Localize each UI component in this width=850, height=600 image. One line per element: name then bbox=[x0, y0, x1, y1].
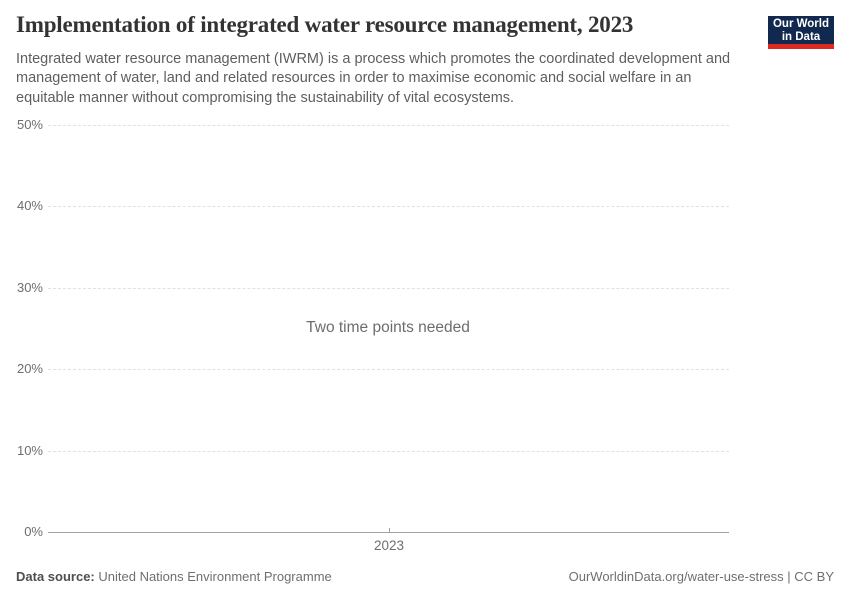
data-source-value: United Nations Environment Programme bbox=[98, 569, 332, 584]
chart-footer: Data source: United Nations Environment … bbox=[16, 569, 834, 584]
y-tick-label: 40% bbox=[16, 198, 43, 214]
owid-logo-accent-bar bbox=[768, 44, 834, 49]
x-axis-line bbox=[48, 532, 729, 533]
y-gridline bbox=[48, 287, 729, 289]
y-gridline bbox=[48, 369, 729, 371]
chart-subtitle: Integrated water resource management (IW… bbox=[16, 51, 731, 106]
page-title: Implementation of integrated water resou… bbox=[16, 12, 634, 37]
y-tick-label: 30% bbox=[16, 279, 43, 295]
data-source-label: Data source: bbox=[16, 569, 95, 584]
owid-logo[interactable]: Our World in Data bbox=[768, 16, 834, 49]
x-tick-label: 2023 bbox=[373, 538, 405, 553]
y-tick-label: 20% bbox=[16, 361, 43, 377]
owid-logo-text: Our World in Data bbox=[768, 16, 834, 44]
data-source: Data source: United Nations Environment … bbox=[16, 569, 332, 584]
empty-state-message: Two time points needed bbox=[306, 319, 470, 336]
y-tick-label: 50% bbox=[16, 117, 43, 132]
x-tick-mark bbox=[389, 528, 390, 532]
y-gridline bbox=[48, 450, 729, 452]
y-gridline bbox=[48, 125, 729, 126]
y-tick-label: 0% bbox=[24, 524, 43, 539]
y-gridline bbox=[48, 206, 729, 208]
owid-url-license-link[interactable]: OurWorldinData.org/water-use-stress | CC… bbox=[568, 569, 834, 584]
y-tick-label: 10% bbox=[16, 442, 43, 458]
